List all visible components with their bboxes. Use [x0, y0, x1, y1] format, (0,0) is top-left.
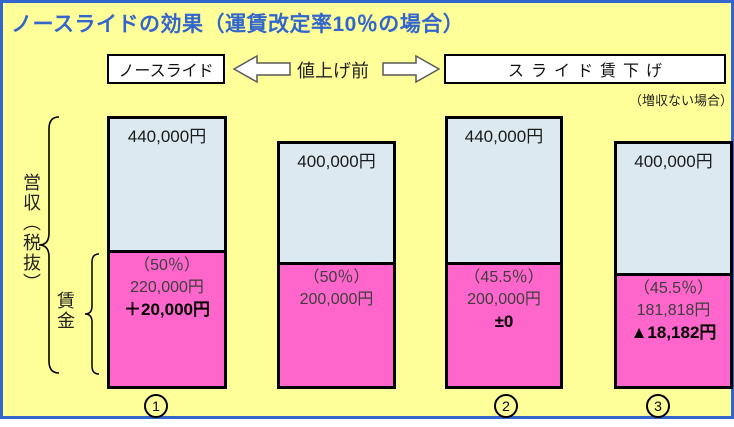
- bar-revenue-value: 440,000円: [464, 127, 544, 146]
- bar-slide-wage-cut: 400,000円 （45.5％） 181,818円 ▲18,182円: [614, 141, 733, 389]
- revenue-axis-label: 営収（税抜）: [21, 173, 41, 293]
- no-slide-header-box: ノースライド: [107, 54, 225, 84]
- wage-axis-label: 賃金: [55, 291, 75, 331]
- right-block-arrow-icon: [382, 54, 440, 84]
- chart-title: ノースライドの効果（運賃改定率10％の場合）: [11, 13, 465, 36]
- circled-number-3: 3: [646, 394, 670, 418]
- bar-revenue-value: 440,000円: [127, 127, 207, 146]
- wage-amount: 220,000円: [130, 279, 204, 296]
- wage-amount: 181,818円: [636, 302, 711, 319]
- bar-slide-no-gain: 440,000円 （45.5％） 200,000円 ±0: [445, 116, 563, 389]
- wage-delta: ±0: [494, 312, 514, 331]
- wage-percent: （45.5％）: [633, 280, 714, 297]
- circled-number-2: 2: [494, 394, 518, 418]
- no-revenue-gain-note: （増収ない場合）: [629, 93, 734, 108]
- circled-number-1: 1: [144, 394, 168, 418]
- wage-percent: （45.5％）: [464, 269, 544, 286]
- slide-wage-cut-header-label: スライド賃下げ: [507, 63, 669, 80]
- no-slide-header-label: ノースライド: [118, 63, 214, 80]
- wage-brace-icon: [84, 253, 100, 375]
- bar-wage-section: （50％） 220,000円 ＋20,000円: [110, 250, 224, 386]
- bar-wage-section: （45.5％） 200,000円 ±0: [448, 262, 560, 386]
- revenue-brace-icon: [38, 116, 60, 374]
- wage-delta: ＋20,000円: [124, 300, 210, 319]
- wage-percent: （50％）: [134, 257, 200, 274]
- slide-wage-cut-header-box: スライド賃下げ: [444, 54, 726, 84]
- bar-before-increase: 400,000円 （50％） 200,000円: [277, 141, 396, 389]
- bar-wage-section: （45.5％） 181,818円 ▲18,182円: [617, 273, 730, 386]
- bar-no-slide: 440,000円 （50％） 220,000円 ＋20,000円: [107, 116, 227, 389]
- left-block-arrow-icon: [233, 54, 291, 84]
- wage-amount: 200,000円: [299, 291, 374, 308]
- wage-delta: ▲18,182円: [630, 323, 717, 342]
- wage-percent: （50％）: [303, 269, 370, 286]
- bar-revenue-value: 400,000円: [634, 152, 713, 171]
- wage-amount: 200,000円: [467, 291, 541, 308]
- bar-revenue-value: 400,000円: [297, 152, 376, 171]
- bar-wage-section: （50％） 200,000円: [280, 262, 393, 386]
- before-increase-label: 値上げ前: [297, 61, 369, 81]
